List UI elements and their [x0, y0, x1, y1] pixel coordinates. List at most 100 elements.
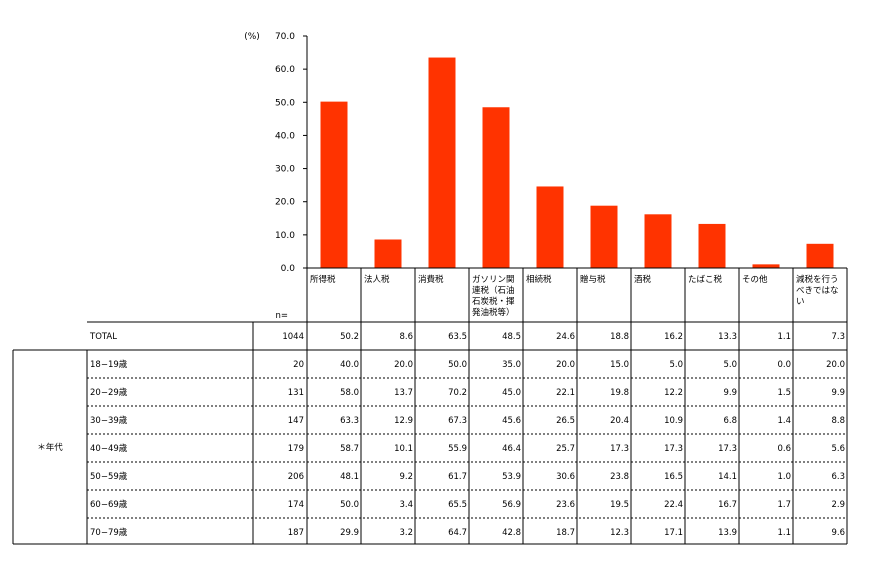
- table-cell: 24.6: [556, 332, 575, 342]
- table-cell: 7.3: [831, 332, 845, 342]
- age-row-n: 174: [288, 500, 304, 510]
- category-label: 法人税: [364, 274, 390, 285]
- table-cell: 14.1: [718, 472, 737, 482]
- table-cell: 58.7: [340, 444, 359, 454]
- group-label: ＊年代: [37, 442, 63, 453]
- age-row-n: 179: [288, 444, 304, 454]
- table-cell: 12.9: [394, 416, 413, 426]
- age-row-n: 147: [288, 416, 304, 426]
- table-cell: 17.3: [664, 444, 683, 454]
- category-label: 酒税: [634, 274, 652, 285]
- table-cell: 20.0: [394, 360, 413, 370]
- table-cell: 6.8: [723, 416, 737, 426]
- table-cell: 9.9: [723, 388, 737, 398]
- table-cell: 17.1: [664, 528, 683, 538]
- table-cell: 48.1: [340, 472, 359, 482]
- table-cell: 64.7: [448, 528, 467, 538]
- category-label: 消費税: [418, 274, 444, 285]
- table-cell: 50.2: [340, 332, 359, 342]
- bar: [536, 186, 564, 268]
- table-cell: 16.7: [718, 500, 737, 510]
- table-cell: 12.3: [610, 528, 629, 538]
- table-cell: 9.6: [831, 528, 845, 538]
- y-tick-label: 30.0: [275, 165, 295, 175]
- table-cell: 19.8: [610, 388, 629, 398]
- category-label: ガソリン関: [472, 274, 515, 285]
- table-cell: 22.4: [664, 500, 683, 510]
- table-cell: 1.0: [777, 472, 791, 482]
- table-cell: 6.3: [831, 472, 845, 482]
- table-cell: 20.4: [610, 416, 629, 426]
- bar: [698, 223, 726, 268]
- table-cell: 18.8: [610, 332, 629, 342]
- bar: [806, 243, 834, 268]
- age-row-n: 206: [288, 472, 304, 482]
- total-row-n: 1044: [282, 332, 304, 342]
- category-label: 発油税等）: [472, 307, 515, 318]
- table-cell: 9.2: [399, 472, 413, 482]
- table-cell: 63.3: [340, 416, 359, 426]
- table-cell: 13.3: [718, 332, 737, 342]
- table-cell: 30.6: [556, 472, 575, 482]
- bar: [752, 264, 780, 268]
- table-cell: 63.5: [448, 332, 467, 342]
- table-cell: 20.0: [826, 360, 845, 370]
- table-cell: 45.6: [502, 416, 521, 426]
- y-tick-label: 40.0: [275, 131, 295, 141]
- table-cell: 26.5: [556, 416, 575, 426]
- table-cell: 45.0: [502, 388, 521, 398]
- bar: [428, 57, 456, 268]
- table-cell: 23.6: [556, 500, 575, 510]
- table-cell: 10.9: [664, 416, 683, 426]
- total-row-label: TOTAL: [89, 332, 117, 342]
- table-cell: 16.2: [664, 332, 683, 342]
- category-label: 減税を行う: [796, 274, 839, 285]
- table-cell: 23.8: [610, 472, 629, 482]
- category-label: 贈与税: [580, 274, 606, 285]
- table-cell: 3.4: [399, 500, 413, 510]
- table-cell: 1.1: [777, 332, 791, 342]
- bar: [320, 101, 348, 268]
- table-cell: 1.7: [777, 500, 791, 510]
- age-row-label: 70−79歳: [90, 527, 128, 538]
- table-cell: 15.0: [610, 360, 629, 370]
- category-label: 石炭税・揮: [472, 296, 515, 307]
- table-cell: 0.0: [777, 360, 791, 370]
- bar: [644, 214, 672, 268]
- y-tick-label: 10.0: [275, 231, 295, 241]
- table-cell: 61.7: [448, 472, 467, 482]
- table-cell: 0.6: [777, 444, 791, 454]
- n-label: n=: [275, 311, 288, 321]
- bar: [590, 205, 618, 268]
- category-label: 連税（石油: [472, 285, 515, 296]
- table-cell: 3.2: [399, 528, 413, 538]
- table-cell: 17.3: [718, 444, 737, 454]
- table-cell: 56.9: [502, 500, 521, 510]
- table-cell: 22.1: [556, 388, 575, 398]
- table-cell: 13.9: [718, 528, 737, 538]
- table-cell: 5.0: [669, 360, 683, 370]
- age-row-label: 60−69歳: [90, 499, 128, 510]
- age-row-label: 40−49歳: [90, 443, 128, 454]
- table-cell: 50.0: [340, 500, 359, 510]
- table-cell: 9.9: [831, 388, 845, 398]
- y-tick-label: 20.0: [275, 198, 295, 208]
- age-row-label: 50−59歳: [90, 471, 128, 482]
- y-tick-label: 50.0: [275, 98, 295, 108]
- bar: [374, 239, 402, 268]
- age-row-label: 20−29歳: [90, 387, 128, 398]
- table-cell: 8.6: [399, 332, 413, 342]
- table-cell: 20.0: [556, 360, 575, 370]
- table-cell: 1.1: [777, 528, 791, 538]
- category-label: その他: [742, 274, 768, 285]
- table-cell: 19.5: [610, 500, 629, 510]
- table-cell: 55.9: [448, 444, 467, 454]
- table-cell: 18.7: [556, 528, 575, 538]
- category-label: 相続税: [526, 274, 552, 285]
- age-row-n: 131: [288, 388, 304, 398]
- bar: [482, 107, 510, 268]
- table-cell: 46.4: [502, 444, 521, 454]
- table-cell: 5.6: [831, 444, 845, 454]
- table-cell: 1.5: [777, 388, 791, 398]
